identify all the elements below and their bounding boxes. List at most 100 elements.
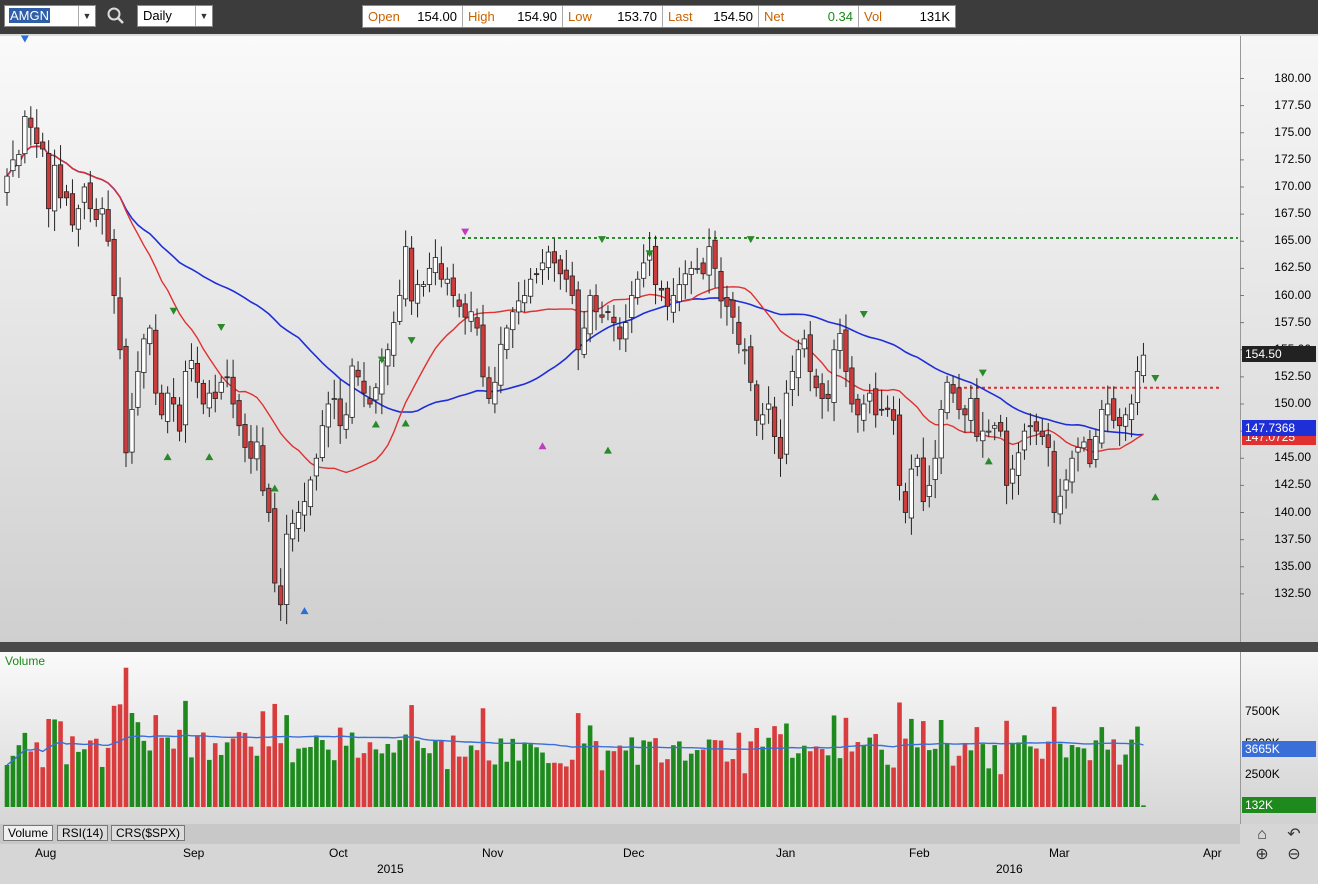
candle — [569, 261, 575, 305]
candle — [307, 476, 314, 516]
candle-body — [932, 457, 938, 480]
quote-bar: Open 154.00 High 154.90 Low 153.70 Last 154.50 N… — [362, 5, 956, 28]
volume-bar — [403, 734, 408, 807]
candle-body — [450, 277, 456, 296]
volume-bar — [807, 751, 813, 807]
candle-body — [1004, 430, 1010, 486]
volume-bar — [742, 773, 748, 807]
candle-body — [349, 365, 355, 418]
candle — [373, 383, 379, 414]
home-icon[interactable]: ⌂ — [1257, 826, 1267, 843]
volume-bar — [1004, 720, 1009, 807]
candle — [944, 375, 950, 420]
volume-bar — [641, 740, 646, 807]
panel-separator[interactable] — [0, 642, 1318, 652]
candle — [46, 140, 52, 228]
symbol-input[interactable]: AMGN ▼ — [4, 5, 96, 27]
volume-bar — [671, 745, 676, 807]
volume-bar — [159, 737, 164, 807]
candle — [492, 366, 498, 414]
candle-body — [950, 384, 956, 394]
candle-body — [855, 398, 861, 416]
candle — [896, 398, 903, 501]
volume-bar — [367, 742, 373, 807]
candle-body — [123, 345, 129, 454]
volume-bar — [16, 745, 22, 807]
volume-bar — [278, 743, 283, 807]
candle-body — [236, 400, 242, 427]
volume-bar — [546, 763, 551, 807]
swing-high-marker-icon — [407, 337, 416, 345]
candle — [1021, 423, 1028, 460]
candle — [736, 306, 742, 354]
candle-body — [724, 297, 730, 307]
volume-bar — [1075, 747, 1081, 807]
candle — [1123, 407, 1129, 441]
candle — [81, 183, 87, 220]
candle — [242, 413, 248, 463]
volume-bar — [534, 747, 539, 807]
zoom-out-icon[interactable]: ⊖ — [1287, 846, 1301, 863]
indicator-tabs: Volume RSI(14) CRS($SPX) — [0, 824, 1240, 844]
tab-rsi[interactable]: RSI(14) — [57, 825, 109, 841]
volume-bar — [218, 754, 224, 807]
tab-crs[interactable]: CRS($SPX) — [111, 825, 186, 841]
price-tick-label: 132.50 — [1274, 585, 1311, 600]
candle — [200, 379, 206, 415]
candle — [403, 230, 409, 307]
volume-bar — [772, 726, 777, 807]
volume-bar — [248, 746, 254, 807]
symbol-dropdown-arrow-icon[interactable]: ▼ — [78, 6, 95, 26]
undo-icon[interactable]: ↶ — [1287, 826, 1301, 843]
candle — [420, 281, 427, 297]
candle — [498, 326, 504, 394]
candle-body — [1015, 452, 1022, 476]
volume-bar — [1099, 727, 1105, 807]
period-select[interactable]: Daily ▼ — [137, 5, 213, 27]
candle-body — [944, 381, 950, 414]
price-tick-label: 167.50 — [1274, 206, 1311, 221]
candle-body — [75, 208, 81, 230]
candle-body — [599, 314, 605, 318]
candle — [688, 261, 694, 295]
search-icon[interactable] — [106, 6, 126, 26]
volume-bar — [111, 705, 117, 807]
candle-body — [807, 334, 813, 372]
quote-value: 154.00 — [417, 9, 457, 24]
period-dropdown-arrow-icon[interactable]: ▼ — [195, 6, 212, 26]
volume-bar — [510, 738, 516, 807]
volume-bar — [950, 765, 956, 807]
volume-bar — [421, 748, 426, 807]
pivot-high-marker-icon — [461, 228, 470, 236]
quote-high: High 154.90 — [463, 6, 563, 27]
volume-bar — [629, 737, 635, 807]
candle-body — [69, 193, 76, 226]
candle-body — [885, 407, 891, 410]
candle — [486, 366, 492, 404]
volume-bar — [1093, 740, 1099, 807]
candle-body — [1045, 434, 1051, 448]
candle-body — [295, 512, 302, 529]
candle-body — [248, 441, 254, 459]
candle-body — [962, 408, 968, 416]
candle-body — [754, 384, 760, 421]
candle — [1134, 356, 1141, 416]
zoom-in-icon[interactable]: ⊕ — [1255, 846, 1269, 863]
volume-bar — [254, 755, 260, 807]
volume-bar — [129, 712, 135, 807]
candle-body — [908, 468, 915, 519]
volume-bar — [748, 741, 754, 807]
candle — [1081, 436, 1087, 452]
candle — [861, 394, 867, 432]
candle-body — [849, 367, 855, 405]
candle-body — [10, 159, 16, 172]
candle — [706, 228, 712, 294]
candle — [771, 396, 778, 455]
candle — [343, 402, 349, 439]
candle-body — [879, 408, 885, 411]
candle — [87, 170, 93, 223]
candle — [182, 360, 189, 443]
trough-marker-icon — [300, 607, 309, 615]
candle-body — [736, 321, 742, 345]
tab-volume[interactable]: Volume — [3, 825, 54, 841]
